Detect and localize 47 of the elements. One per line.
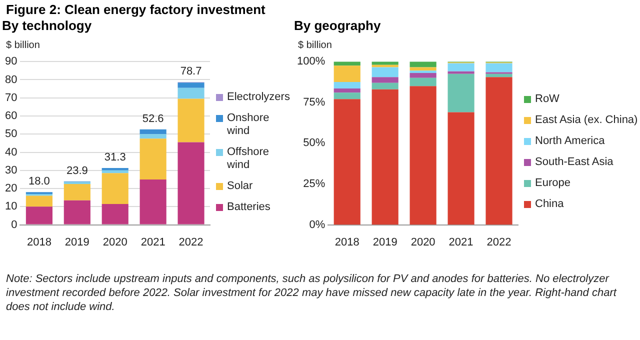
- legend-label: Batteries: [227, 200, 270, 214]
- y-tick-label: 30: [4, 164, 18, 176]
- chart-title: By geography: [294, 18, 382, 34]
- legend-label: China: [535, 198, 564, 211]
- total-label: 23.9: [66, 164, 88, 177]
- y-axis-title: $ billion: [6, 40, 41, 52]
- total-label: 52.6: [142, 112, 164, 125]
- legend-label: North America: [535, 135, 605, 148]
- total-label: 31.3: [104, 152, 126, 164]
- legend-label: Offshore wind: [227, 146, 270, 172]
- y-tick-label: 50%: [303, 137, 326, 150]
- legend-label: Onshore wind: [227, 112, 270, 138]
- y-tick-label: 100%: [296, 56, 326, 68]
- y-tick-label: 50: [4, 128, 18, 140]
- total-label: 18.0: [28, 176, 50, 188]
- legend-label: Europe: [535, 177, 570, 190]
- y-tick-label: 40: [4, 146, 18, 158]
- legend-label: Solar: [227, 180, 253, 192]
- x-tick-label: 2022: [178, 236, 204, 248]
- chart-title: Figure 2: Clean energy factory investment: [6, 2, 266, 17]
- y-axis-title: $ billion: [298, 40, 333, 52]
- x-tick-label: 2022: [486, 236, 512, 248]
- legend-label: Electrolyzers: [227, 90, 290, 104]
- x-tick-label: 2020: [102, 236, 128, 248]
- x-tick-label: 2021: [140, 236, 166, 248]
- chart-subtitle: By technology: [2, 18, 93, 34]
- x-tick-label: 2019: [372, 236, 398, 248]
- x-tick-label: 2018: [26, 236, 52, 248]
- x-tick-label: 2021: [448, 236, 474, 248]
- y-tick-label: 10: [4, 200, 18, 213]
- legend-label: South-East Asia: [535, 156, 614, 169]
- y-tick-label: 0%: [309, 218, 326, 231]
- x-tick-label: 2018: [334, 236, 360, 248]
- text: Note: Sectors include upstream inputs and components, such as polysilicon for PV and anodes for batteries. No electrolyzer investment recorded before 2022. Solar investment for 2022 may have missed new capacity late in the year. Right-hand chart does not include wind.: [6, 272, 618, 314]
- y-tick-label: 80: [4, 74, 18, 86]
- x-tick-label: 2019: [64, 236, 90, 248]
- legend-label: East Asia (ex. China): [535, 114, 638, 127]
- legend-label: RoW: [535, 93, 560, 106]
- y-tick-label: 60: [4, 110, 18, 122]
- y-tick-label: 0: [11, 218, 18, 231]
- y-tick-label: 90: [4, 56, 18, 68]
- x-tick-label: 2020: [410, 236, 436, 248]
- y-tick-label: 25%: [303, 178, 326, 190]
- total-label: 78.7: [180, 66, 202, 78]
- y-tick-label: 75%: [303, 96, 326, 108]
- y-tick-label: 20: [4, 182, 18, 195]
- y-tick-label: 70: [4, 92, 18, 104]
